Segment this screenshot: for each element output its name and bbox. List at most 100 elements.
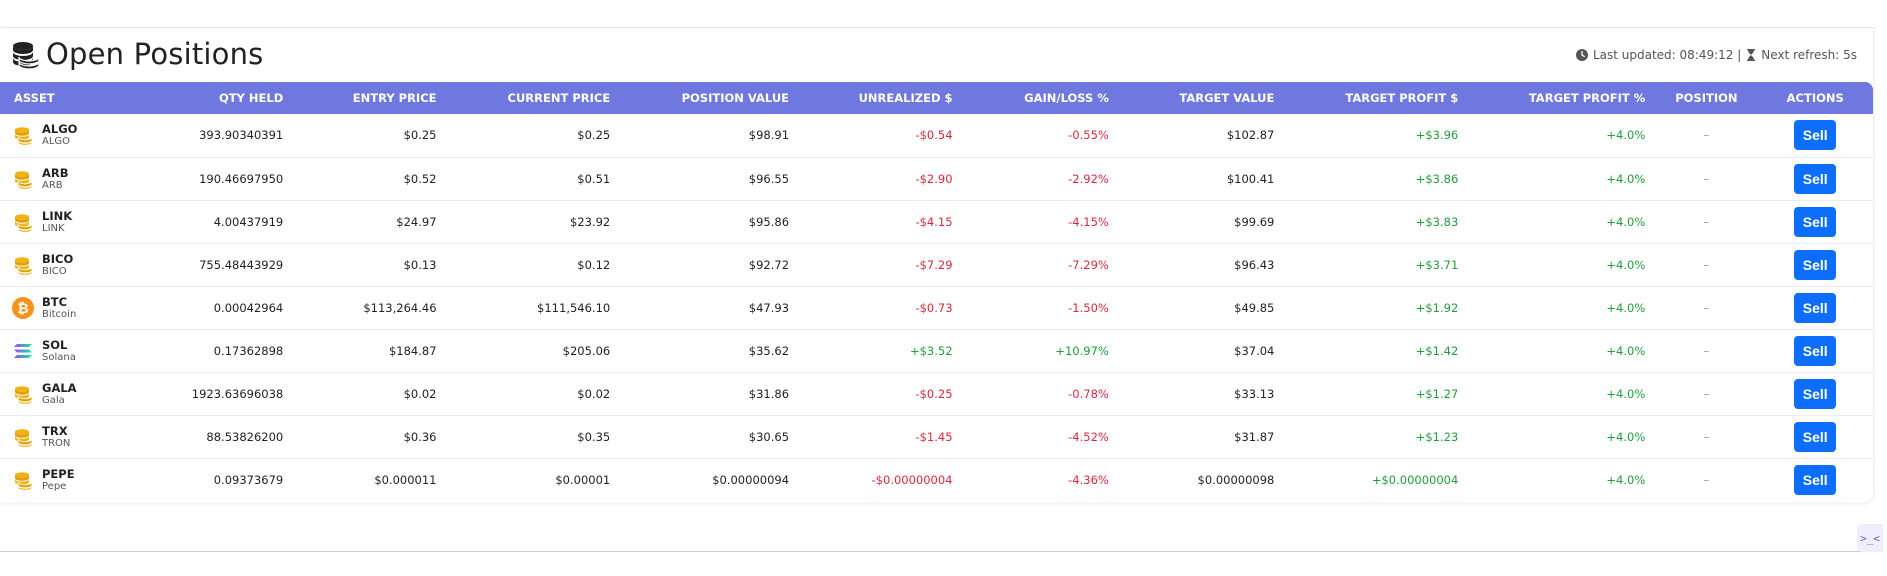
column-header-asset[interactable]: ASSET	[14, 91, 55, 105]
qty-held: 4.00437919	[213, 214, 284, 229]
table-row: PEPE Pepe 0.09373679 $0.000011 $0.00001 $0.00…	[0, 458, 1873, 501]
qty-held: 393.90340391	[199, 128, 284, 143]
unrealized-pl: -$0.00000004	[871, 472, 953, 487]
actions-cell: Sell	[1757, 372, 1873, 415]
sell-button[interactable]: Sell	[1794, 292, 1837, 323]
actions-cell: Sell	[1757, 415, 1873, 458]
sell-button[interactable]: Sell	[1794, 335, 1837, 366]
qty-held: 1923.63696038	[191, 386, 284, 401]
gain-loss-pct: -4.52%	[1068, 429, 1109, 444]
asset-cell: LINK LINK	[0, 200, 130, 243]
target-value: $33.13	[1234, 386, 1275, 401]
unrealized-pl: -$2.90	[915, 171, 953, 186]
actions-cell: Sell	[1757, 243, 1873, 286]
actions-cell: Sell	[1757, 458, 1873, 501]
column-header-target-profit-pct[interactable]: TARGET PROFIT %	[1528, 91, 1646, 105]
sell-button[interactable]: Sell	[1794, 163, 1837, 194]
position-value: $47.93	[748, 300, 790, 315]
column-header-actions: ACTIONS	[1786, 91, 1844, 105]
actions-cell: Sell	[1757, 157, 1873, 200]
column-header-target-value[interactable]: TARGET VALUE	[1179, 91, 1275, 105]
asset-symbol: ALGO	[42, 122, 78, 137]
sell-button[interactable]: Sell	[1794, 421, 1837, 452]
asset-name: LINK	[42, 222, 65, 234]
position-status: –	[1703, 171, 1710, 186]
column-header-current-price[interactable]: CURRENT PRICE	[507, 91, 611, 105]
position-status: –	[1703, 128, 1710, 143]
target-profit-pct: +4.0%	[1606, 171, 1646, 186]
asset-cell: ARB ARB	[0, 157, 130, 200]
gain-loss-pct: -0.55%	[1068, 128, 1109, 143]
target-value: $0.00000098	[1197, 472, 1275, 487]
asset-cell: SOL Solana	[0, 329, 130, 372]
refresh-status: Last updated: 08:49:12 | Next refresh: 5…	[1575, 48, 1857, 62]
target-profit-pct: +4.0%	[1606, 128, 1646, 143]
entry-price: $24.97	[396, 214, 437, 229]
unrealized-pl: -$1.45	[915, 429, 953, 444]
sell-button[interactable]: Sell	[1794, 464, 1837, 495]
qty-held: 0.09373679	[213, 472, 284, 487]
column-header-gain-loss[interactable]: GAIN/LOSS %	[1024, 91, 1109, 105]
next-refresh-text: Next refresh: 5s	[1761, 48, 1857, 62]
position-value: $30.65	[748, 429, 790, 444]
asset-symbol: LINK	[42, 208, 73, 223]
target-value: $99.69	[1234, 214, 1275, 229]
current-price: $0.51	[577, 171, 611, 186]
asset-name: Solana	[42, 351, 76, 363]
coin-stack-icon	[12, 254, 34, 276]
column-header-position-value[interactable]: POSITION VALUE	[681, 91, 790, 105]
target-value: $102.87	[1226, 128, 1275, 143]
asset-symbol: TRX	[42, 423, 68, 438]
position-status: –	[1703, 257, 1710, 272]
target-profit: +$3.86	[1415, 171, 1459, 186]
position-value: $0.00000094	[712, 472, 790, 487]
gain-loss-pct: -4.15%	[1068, 214, 1109, 229]
positions-table: ASSET QTY HELD ENTRY PRICE CURRENT PRICE…	[0, 82, 1873, 501]
actions-cell: Sell	[1757, 329, 1873, 372]
column-header-position: POSITION	[1675, 91, 1738, 105]
position-value: $98.91	[748, 128, 790, 143]
current-price: $205.06	[562, 343, 611, 358]
gain-loss-pct: -4.36%	[1068, 472, 1109, 487]
entry-price: $0.000011	[374, 472, 437, 487]
asset-symbol: BTC	[42, 294, 68, 309]
qty-held: 0.00042964	[213, 300, 284, 315]
column-header-target-profit[interactable]: TARGET PROFIT $	[1345, 91, 1459, 105]
target-profit-pct: +4.0%	[1606, 343, 1646, 358]
unrealized-pl: +$3.52	[909, 343, 953, 358]
position-status: –	[1703, 214, 1710, 229]
solana-icon	[12, 340, 34, 362]
target-value: $31.87	[1234, 429, 1275, 444]
position-value: $31.86	[748, 386, 790, 401]
asset-symbol: SOL	[42, 337, 68, 352]
page-title: Open Positions	[46, 37, 264, 71]
sell-button[interactable]: Sell	[1794, 249, 1837, 280]
coin-stack-icon	[12, 426, 34, 448]
target-value: $100.41	[1226, 171, 1275, 186]
sell-button[interactable]: Sell	[1794, 206, 1837, 237]
target-profit: +$1.23	[1415, 429, 1459, 444]
table-row: ARB ARB 190.46697950 $0.52 $0.51 $96.55 -$2.90…	[0, 157, 1873, 200]
target-profit: +$1.27	[1415, 386, 1459, 401]
coin-stack-icon	[12, 469, 34, 491]
current-price: $0.12	[577, 257, 611, 272]
actions-cell: Sell	[1757, 200, 1873, 243]
current-price: $0.02	[577, 386, 611, 401]
target-profit: +$3.96	[1415, 128, 1459, 143]
sell-button[interactable]: Sell	[1794, 378, 1837, 409]
asset-symbol: PEPE	[42, 466, 75, 481]
clock-icon	[1575, 49, 1588, 61]
position-value: $96.55	[748, 171, 790, 186]
target-profit-pct: +4.0%	[1606, 472, 1646, 487]
column-header-entry-price[interactable]: ENTRY PRICE	[352, 91, 437, 105]
column-header-unrealized[interactable]: UNREALIZED $	[858, 91, 953, 105]
entry-price: $0.13	[403, 257, 437, 272]
asset-cell: GALA Gala	[0, 372, 130, 415]
bitcoin-icon: ₿	[12, 296, 34, 319]
terminal-icon[interactable]: >_<	[1857, 524, 1883, 552]
top-divider	[0, 27, 1876, 28]
qty-held: 190.46697950	[199, 171, 284, 186]
entry-price: $113,264.46	[363, 300, 437, 315]
column-header-qty[interactable]: QTY HELD	[218, 91, 284, 105]
sell-button[interactable]: Sell	[1794, 120, 1837, 151]
